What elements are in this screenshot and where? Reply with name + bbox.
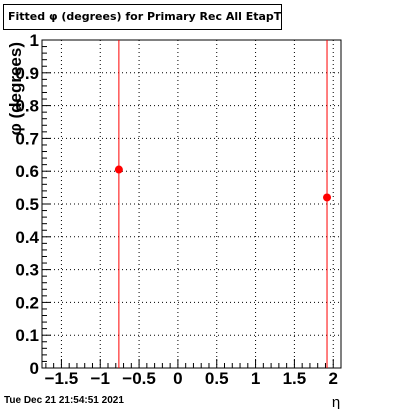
x-tick-label: 0.5 <box>205 369 229 388</box>
x-tick-label: −1 <box>91 369 110 388</box>
y-tick-label: 0.1 <box>15 326 39 345</box>
timestamp: Tue Dec 21 21:54:51 2021 <box>4 395 124 406</box>
x-tick-label: 0 <box>173 369 182 388</box>
x-tick-label: −0.5 <box>122 369 156 388</box>
y-tick-label: 0.3 <box>15 261 39 280</box>
plot-area <box>42 40 341 368</box>
y-tick-label: 0.4 <box>15 228 39 247</box>
x-tick-label: 1.5 <box>283 369 307 388</box>
y-tick-label: 0.5 <box>15 195 39 214</box>
y-tick-label: 0.8 <box>15 97 39 116</box>
x-tick-label: 1 <box>251 369 260 388</box>
data-point <box>114 165 123 174</box>
plot-frame <box>41 39 342 369</box>
y-tick-label: 0.7 <box>15 129 39 148</box>
chart-title: Fitted φ (degrees) for Primary Rec All E… <box>3 4 282 30</box>
x-tick-label: 2 <box>328 369 337 388</box>
x-tick-label: −1.5 <box>45 369 79 388</box>
y-tick-label: 1 <box>30 31 39 50</box>
y-tick-label: 0.9 <box>15 64 39 83</box>
y-axis-label: φ (degrees) <box>6 42 25 135</box>
y-tick-label: 0.2 <box>15 293 39 312</box>
y-tick-label: 0 <box>30 359 39 378</box>
data-point <box>323 193 332 202</box>
y-tick-label: 0.6 <box>15 162 39 181</box>
x-axis-label: η <box>332 394 340 409</box>
